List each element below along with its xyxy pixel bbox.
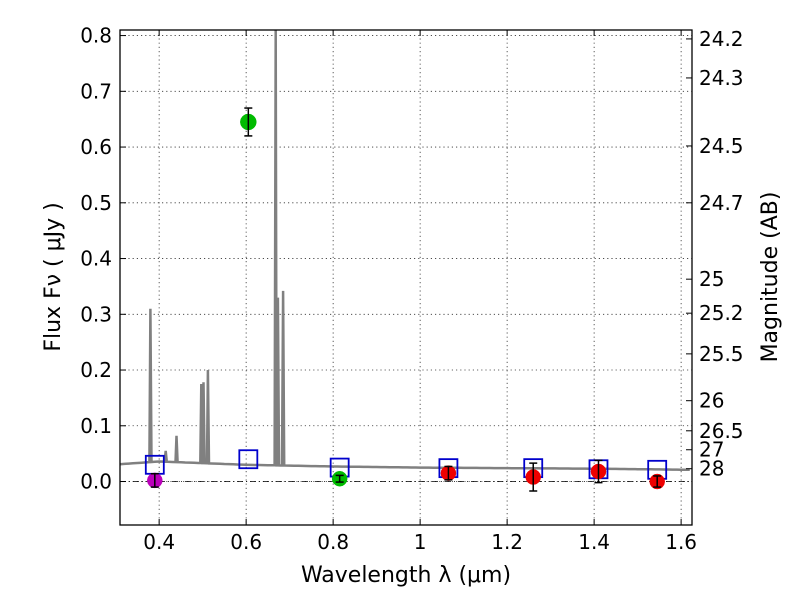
y-tick-label: 0.8 [80,24,112,48]
y-tick-label: 0.0 [80,470,112,494]
x-tick-label: 0.8 [317,530,349,554]
model-point [238,449,259,470]
y-tick-label: 0.7 [80,79,112,103]
x-tick-label: 1 [414,530,427,554]
magnitude-tick-label: 24.7 [699,191,744,215]
x-axis-label: Wavelength λ (μm) [301,563,511,588]
y-tick-label: 0.5 [80,191,112,215]
magnitude-tick-label: 26 [699,389,724,413]
magnitude-axis-label: Magnitude (AB) [758,192,783,363]
y-tick-label: 0.1 [80,414,112,438]
x-tick-label: 1.2 [491,530,523,554]
y-tick-label: 0.6 [80,135,112,159]
model-spectrum-line [119,29,690,472]
magnitude-tick-label: 26.5 [699,419,744,443]
x-tick-label: 0.6 [230,530,262,554]
y-tick-label: 0.4 [80,247,112,271]
magnitude-tick-label: 28 [699,457,724,481]
magnitude-tick-label: 25 [699,267,724,291]
magnitude-tick-label: 25.2 [699,301,744,325]
x-axis-ticks: 0.4 0.6 0.8 1 1.2 1.4 1.6 [143,30,697,554]
x-tick-label: 0.4 [143,530,175,554]
x-tick-label: 1.6 [665,530,697,554]
plot-frame [119,29,693,526]
magnitude-tick-label: 25.5 [699,342,744,366]
magnitude-tick-label: 24.3 [699,66,744,90]
y-tick-label: 0.2 [80,358,112,382]
x-tick-label: 1.4 [578,530,610,554]
magnitude-tick-label: 24.2 [699,27,744,51]
magnitude-tick-label: 24.5 [699,134,744,158]
y-axis-ticks: 0.0 0.1 0.2 0.3 0.4 0.5 0.6 0.7 0.8 [80,24,126,494]
magnitude-tick-label: 27 [699,438,724,462]
errorbar-series [150,107,662,492]
y-axis-label: Flux Fν ( μJy ) [41,202,66,351]
y-tick-label: 0.3 [80,302,112,326]
